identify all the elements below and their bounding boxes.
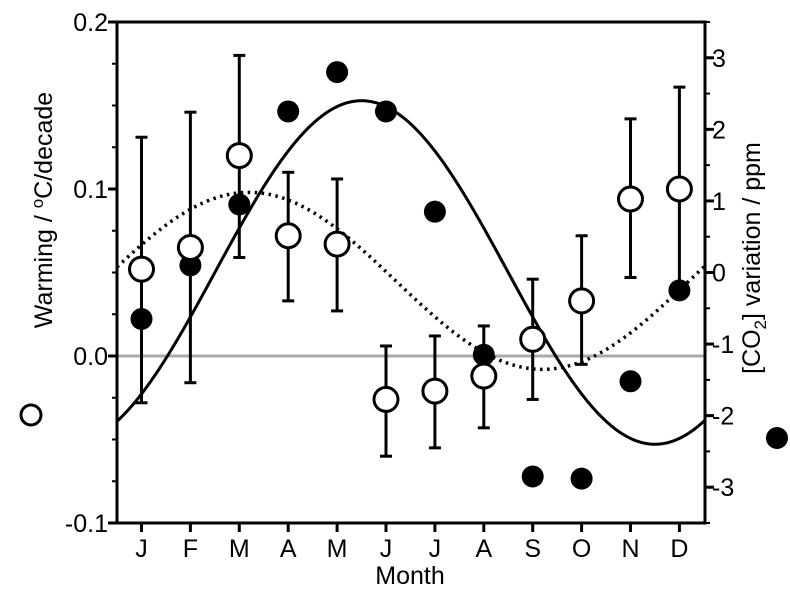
y-left-title: Warming / oC/decade	[28, 92, 58, 328]
co2-point	[375, 100, 397, 123]
y-axis-right: -3 -2 -1 0 1 2 3	[705, 21, 734, 524]
svg-text:Warming / oC/decade: Warming / oC/decade	[28, 92, 58, 328]
warming-point	[372, 385, 400, 413]
co2-point	[326, 61, 349, 84]
co2-point	[179, 254, 202, 277]
x-tick-label: N	[621, 535, 639, 563]
x-tick-label: A	[280, 535, 297, 563]
plot-frame	[115, 20, 707, 525]
y-right-tick-label: 2	[712, 116, 726, 144]
x-tick-label: M	[229, 535, 250, 563]
co2-point	[570, 467, 593, 490]
co2-point	[619, 370, 642, 393]
y-left-title-part-2: C/decade	[30, 92, 58, 199]
y-right-tick-label: 1	[712, 188, 726, 216]
warming-point	[519, 325, 547, 353]
co2-point	[472, 343, 495, 366]
x-tick-label: M	[327, 535, 348, 563]
co2-point	[277, 100, 300, 123]
warming-point	[470, 362, 498, 390]
y-right-title-part-1: [CO	[738, 329, 766, 373]
y-axis-left: -0.1 0.0 0.1 0.2	[65, 9, 117, 538]
y-right-tick-label: -1	[712, 331, 734, 359]
y-right-tick-label: -2	[712, 403, 734, 431]
y-right-title: [CO2] variation / ppm	[738, 142, 770, 374]
co2-point	[423, 200, 446, 223]
warming-point	[617, 185, 644, 213]
y-left-tick-label: 0.0	[73, 343, 108, 371]
co2-point	[521, 465, 544, 488]
svg-text:[CO2] variation / ppm: [CO2] variation / ppm	[738, 142, 770, 374]
y-right-tick-label: -3	[712, 474, 734, 502]
y-left-title-part-1: Warming /	[30, 208, 58, 328]
x-tick-label: O	[572, 535, 591, 563]
co2-point	[668, 279, 691, 302]
warming-point	[665, 175, 693, 203]
dotted-fit-curve	[115, 190, 707, 372]
x-axis-title: Month	[375, 562, 444, 590]
y-right-tick-label: 0	[712, 260, 726, 288]
x-tick-label: F	[183, 535, 198, 563]
y-left-tick-label: 0.1	[73, 176, 108, 204]
x-tick-label: S	[524, 535, 541, 563]
warming-point	[568, 287, 596, 315]
warming-point	[274, 222, 302, 250]
y-right-title-part-2: ] variation / ppm	[738, 142, 766, 320]
warming-point	[128, 255, 155, 283]
x-tick-label: J	[380, 535, 393, 563]
co2-point	[130, 308, 153, 331]
y-right-tick-label: 3	[712, 45, 726, 73]
warming-point	[323, 230, 351, 258]
solid-fit-curve	[115, 99, 707, 446]
y-left-legend-open-circle	[19, 403, 43, 427]
error-bars	[135, 53, 686, 458]
y-left-title-degree: o	[28, 199, 47, 208]
y-left-tick-label: 0.2	[73, 9, 108, 37]
warming-point	[421, 377, 449, 405]
co2-point	[228, 193, 251, 216]
warming-point	[176, 233, 204, 261]
y-right-legend-filled-circle	[766, 427, 788, 449]
y-right-title-subscript: 2	[751, 320, 770, 329]
x-tick-label: D	[670, 535, 688, 563]
co2-points	[130, 61, 691, 490]
x-tick-label: A	[475, 535, 492, 563]
warming-points	[128, 142, 693, 413]
y-left-tick-label: -0.1	[65, 510, 108, 538]
warming-point	[225, 142, 253, 170]
x-tick-label: J	[135, 535, 148, 563]
x-tick-label: J	[429, 535, 442, 563]
